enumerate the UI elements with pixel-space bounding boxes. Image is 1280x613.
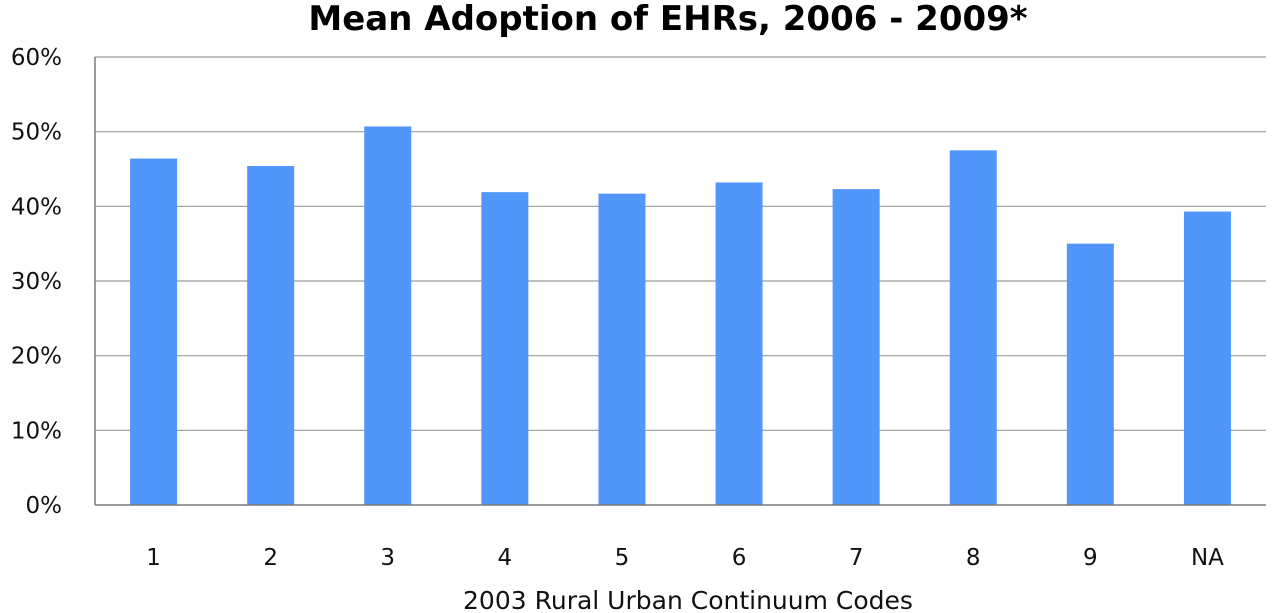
x-tick-label: 6 <box>732 545 747 571</box>
y-tick-label: 20% <box>11 344 62 370</box>
y-tick-label: 50% <box>11 120 62 146</box>
y-tick-label: 10% <box>11 418 62 444</box>
y-tick-label: 30% <box>11 269 62 295</box>
x-tick-label: 5 <box>615 545 630 571</box>
bar-6 <box>715 182 763 505</box>
x-tick-label: 9 <box>1083 545 1098 571</box>
bar-na <box>1183 211 1231 505</box>
x-tick-label: 3 <box>380 545 395 571</box>
bar-1 <box>130 158 178 505</box>
bar-9 <box>1066 243 1114 505</box>
x-axis-ticks: 1 2 3 4 5 6 7 8 9 NA <box>146 545 1224 571</box>
x-tick-label: 4 <box>498 545 513 571</box>
plot-area: 0% 10% 20% 30% 40% 50% 60% 1 2 3 4 5 6 7 8 9 NA <box>11 45 1266 571</box>
y-tick-label: 40% <box>11 194 62 220</box>
bar-2 <box>247 166 295 505</box>
bar-5 <box>598 193 646 505</box>
y-tick-label: 0% <box>26 493 63 519</box>
bar-8 <box>949 150 997 506</box>
bar-7 <box>832 189 880 505</box>
x-tick-label: 8 <box>966 545 981 571</box>
x-tick-label: 7 <box>849 545 864 571</box>
x-tick-label: 2 <box>263 545 278 571</box>
x-tick-label: NA <box>1191 545 1224 571</box>
chart-title: Mean Adoption of EHRs, 2006 - 2009* <box>308 0 1027 39</box>
bar-4 <box>481 192 529 505</box>
bars <box>95 126 1266 506</box>
y-axis-ticks: 0% 10% 20% 30% 40% 50% 60% <box>11 45 62 519</box>
bar-3 <box>364 126 412 505</box>
x-tick-label: 1 <box>146 545 161 571</box>
y-tick-label: 60% <box>11 45 62 71</box>
x-axis-label: 2003 Rural Urban Continuum Codes <box>463 586 913 613</box>
